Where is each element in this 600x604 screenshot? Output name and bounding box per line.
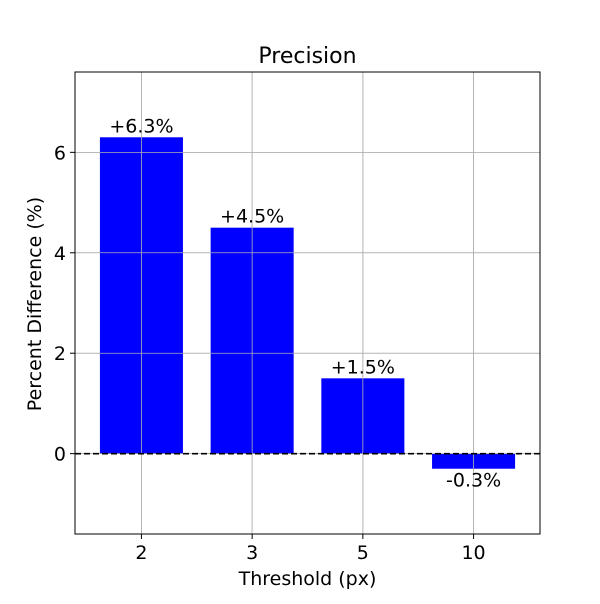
bar-data-label: -0.3% (446, 470, 501, 492)
chart-title: Precision (258, 44, 356, 69)
bar-data-label: +4.5% (220, 206, 284, 228)
y-tick-label: 4 (54, 243, 66, 265)
x-tick-label: 3 (246, 542, 258, 564)
y-axis-label: Percent Difference (%) (24, 197, 46, 411)
y-tick-label: 2 (54, 343, 66, 365)
plot-frame (74, 71, 541, 535)
y-tick-label: 6 (54, 142, 66, 164)
bar-data-label: +1.5% (331, 356, 395, 378)
x-axis-label: Threshold (px) (238, 568, 377, 590)
data-label-layer: +6.3% +4.5% +1.5% -0.3% (109, 115, 501, 491)
reference-layer (75, 72, 540, 534)
y-tick-label: 0 (54, 444, 66, 466)
x-tick-label: 5 (357, 542, 369, 564)
tick-layer: 2 3 5 10 0 2 4 6 (54, 142, 486, 564)
bar-data-label: +6.3% (109, 115, 173, 137)
x-tick-label: 10 (461, 542, 485, 564)
x-tick-label: 2 (135, 542, 147, 564)
